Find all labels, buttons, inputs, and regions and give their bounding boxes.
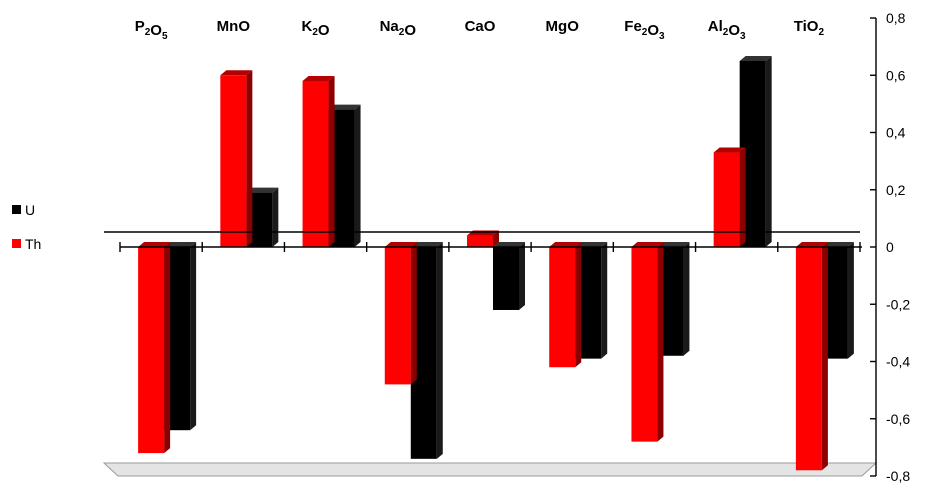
legend-swatch: [12, 239, 21, 248]
bar-th-mno: [220, 70, 253, 247]
legend: U Th: [12, 202, 41, 252]
legend-label: U: [25, 202, 35, 218]
category-label-p2o5: P2O5: [135, 18, 168, 42]
floor-panel: [102, 462, 878, 477]
y-tick-label: 0,6: [886, 67, 906, 83]
bar-th-p2o5: [138, 242, 171, 454]
y-tick-label: -0,4: [886, 354, 910, 370]
category-label-mgo: MgO: [546, 18, 580, 35]
bar-th-tio2: [795, 242, 828, 471]
legend-item-u: U: [12, 202, 35, 218]
y-tick-label: -0,2: [886, 296, 910, 312]
y-tick-labels: 0,8 0,6 0,4 0,2 0 -0,2 -0,4 -0,6 -0,8: [886, 10, 910, 484]
category-labels: P2O5 MnO K2O Na2O CaO MgO Fe2O3 Al2O3 TiO2: [135, 18, 825, 42]
category-label-cao: CaO: [465, 18, 496, 35]
category-label-k2o: K2O: [302, 18, 330, 39]
category-label-fe2o3: Fe2O3: [624, 18, 665, 42]
category-label-al2o3: Al2O3: [708, 18, 746, 42]
y-tick-label: -0,6: [886, 411, 910, 427]
legend-swatch: [12, 205, 21, 214]
y-tick-label: 0: [886, 239, 894, 255]
y-tick-label: 0,2: [886, 182, 906, 198]
bar-th-fe2o3: [631, 242, 664, 442]
bar-th-na2o: [384, 242, 417, 385]
bars: [138, 55, 854, 471]
bar-th-mgo: [549, 242, 582, 368]
category-label-mno: MnO: [217, 18, 251, 35]
category-label-na2o: Na2O: [380, 18, 417, 39]
y-tick-label: 0,8: [886, 10, 906, 26]
axes: [104, 17, 877, 477]
category-label-tio2: TiO2: [794, 18, 825, 38]
y-tick-label: -0,8: [886, 468, 910, 484]
bar-u-cao: [493, 242, 525, 310]
legend-label: Th: [25, 236, 41, 252]
legend-item-th: Th: [12, 236, 41, 252]
chart-floor: [102, 462, 878, 477]
y-tick-label: 0,4: [886, 125, 906, 141]
bar-th-k2o: [302, 75, 335, 247]
bar-th-cao: [467, 230, 499, 247]
